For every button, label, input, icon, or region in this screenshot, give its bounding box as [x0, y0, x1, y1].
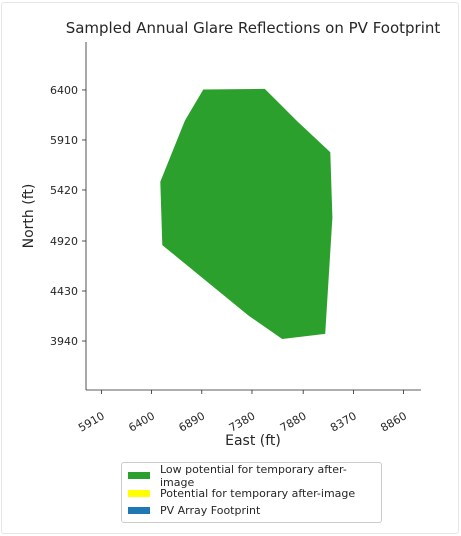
- x-axis-label: East (ft): [225, 433, 281, 449]
- y-axis-label: North (ft): [21, 184, 37, 249]
- legend-swatch-yellow: [128, 489, 150, 497]
- plot-area: 3940 4430 4920 5420 5910 6400 5910 6400 6890 7380…: [50, 42, 421, 435]
- legend-swatch-blue: [128, 507, 150, 515]
- y-tick-label-1: 4430: [50, 285, 78, 298]
- legend-item-pv-footprint: PV Array Footprint: [128, 502, 381, 520]
- legend-label-low-potential: Low potential for temporary after-image: [160, 462, 347, 489]
- series-polygon-0: [160, 88, 333, 340]
- x-tick-label-3: 7380: [227, 409, 258, 434]
- y-tick-label-5: 6400: [50, 84, 78, 97]
- x-tick-label-1: 6400: [126, 409, 157, 434]
- y-tick-label-0: 3940: [50, 335, 78, 348]
- legend-item-low-potential: Low potential for temporary after-image: [128, 463, 381, 489]
- y-tick-label-2: 4920: [50, 235, 78, 248]
- legend-label-potential: Potential for temporary after-image: [160, 486, 356, 500]
- x-tick-label-6: 8860: [378, 409, 409, 434]
- legend: Low potential for temporary after-image …: [121, 462, 382, 523]
- legend-swatch-green: [128, 472, 150, 480]
- chart-title: Sampled Annual Glare Reflections on PV F…: [66, 19, 441, 37]
- x-tick-label-4: 7880: [278, 409, 309, 434]
- x-tick-label-5: 8370: [328, 409, 359, 434]
- y-tick-label-4: 5910: [50, 134, 78, 147]
- y-tick-label-3: 5420: [50, 184, 78, 197]
- x-tick-label-0: 5910: [76, 409, 107, 434]
- legend-item-potential: Potential for temporary after-image: [128, 485, 381, 503]
- legend-label-pv-footprint: PV Array Footprint: [160, 504, 261, 518]
- x-tick-label-2: 6890: [177, 409, 208, 434]
